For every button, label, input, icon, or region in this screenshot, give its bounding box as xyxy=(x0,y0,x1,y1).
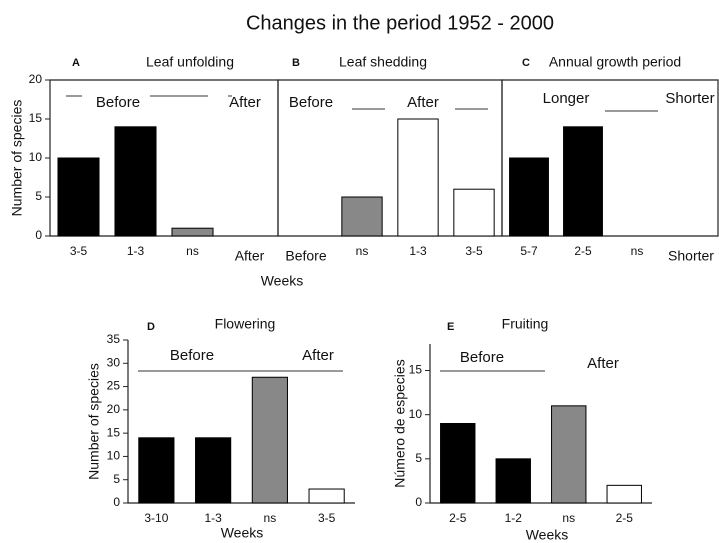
bar xyxy=(509,157,549,237)
figure-title: Changes in the period 1952 - 2000 xyxy=(246,12,554,34)
annotation: Shorter xyxy=(665,90,714,107)
x-tick-label: ns xyxy=(264,511,277,525)
x-tick-label: 3-5 xyxy=(465,244,483,258)
x-tick-label: 1-3 xyxy=(127,244,145,258)
bar xyxy=(397,118,439,237)
annotation: Before xyxy=(460,349,504,366)
bar xyxy=(563,126,603,237)
x-tick-label: 1-3 xyxy=(409,244,427,258)
y-tick-label: 10 xyxy=(107,449,121,463)
x-tick-label: 2-5 xyxy=(616,511,634,525)
panel-letter: D xyxy=(147,321,155,333)
bar xyxy=(606,484,642,504)
x-tick-label: 3-5 xyxy=(318,511,336,525)
y-tick-label: 0 xyxy=(35,228,42,242)
y-tick-label: 0 xyxy=(415,495,422,509)
y-tick-label: 20 xyxy=(107,402,121,416)
panel-letter: E xyxy=(447,321,454,333)
y-tick-label: 10 xyxy=(409,407,423,421)
annotation: After xyxy=(407,94,439,111)
x-axis-label: Weeks xyxy=(261,273,304,289)
bar xyxy=(440,423,476,504)
x-tick-label: Before xyxy=(285,248,326,264)
x-tick-label: ns xyxy=(356,244,369,258)
y-tick-label: 15 xyxy=(409,363,423,377)
x-tick-label: 3-10 xyxy=(144,511,168,525)
annotation: Longer xyxy=(543,90,590,107)
y-axis-label: Number of species xyxy=(86,363,102,480)
x-tick-label: After xyxy=(235,248,265,264)
y-tick-label: 0 xyxy=(113,495,120,509)
y-tick-label: 15 xyxy=(29,111,43,125)
bar xyxy=(114,126,157,237)
x-axis-label: Weeks xyxy=(221,525,264,541)
bar xyxy=(453,188,495,237)
panel-letter: B xyxy=(292,57,300,69)
x-tick-label: 2-5 xyxy=(449,511,467,525)
bar xyxy=(495,458,531,504)
y-tick-label: 5 xyxy=(113,472,120,486)
panel-letter: A xyxy=(72,57,80,69)
annotation: Before xyxy=(170,347,214,364)
x-tick-label: Shorter xyxy=(668,248,714,264)
y-tick-label: 25 xyxy=(107,379,121,393)
x-tick-label: ns xyxy=(631,244,644,258)
y-tick-label: 35 xyxy=(107,332,121,346)
bar xyxy=(251,376,288,504)
panel-title: Fruiting xyxy=(502,316,549,332)
bar xyxy=(308,488,345,504)
annotation: After xyxy=(587,355,619,372)
panel-frame xyxy=(501,79,719,237)
y-tick-label: 10 xyxy=(29,150,43,164)
y-tick-label: 5 xyxy=(35,189,42,203)
bar xyxy=(171,227,214,237)
annotation: Before xyxy=(289,94,333,111)
panel-title: Flowering xyxy=(215,316,276,332)
panel-title: Annual growth period xyxy=(549,54,681,70)
panel-letter: C xyxy=(522,57,530,69)
y-tick-label: 30 xyxy=(107,355,121,369)
panel-title: Leaf unfolding xyxy=(146,54,234,70)
x-tick-label: 3-5 xyxy=(70,244,88,258)
x-tick-label: 2-5 xyxy=(574,244,592,258)
bar xyxy=(551,405,587,504)
y-tick-label: 5 xyxy=(415,451,422,465)
y-axis-label: Número de especies xyxy=(392,359,408,487)
y-axis-label: Number of species xyxy=(9,100,25,217)
x-tick-label: 1-3 xyxy=(204,511,222,525)
y-tick-label: 20 xyxy=(29,72,43,86)
bar xyxy=(195,437,232,504)
annotation: Before xyxy=(96,94,140,111)
x-axis-label: Weeks xyxy=(526,527,569,543)
x-tick-label: 5-7 xyxy=(520,244,538,258)
bar xyxy=(341,196,383,237)
x-tick-label: ns xyxy=(186,244,199,258)
x-tick-label: ns xyxy=(562,511,575,525)
annotation: After xyxy=(302,347,334,364)
panel-title: Leaf shedding xyxy=(339,54,427,70)
bar xyxy=(57,157,100,237)
bar xyxy=(138,437,175,504)
y-tick-label: 15 xyxy=(107,425,121,439)
annotation: After xyxy=(229,94,261,111)
x-tick-label: 1-2 xyxy=(505,511,523,525)
